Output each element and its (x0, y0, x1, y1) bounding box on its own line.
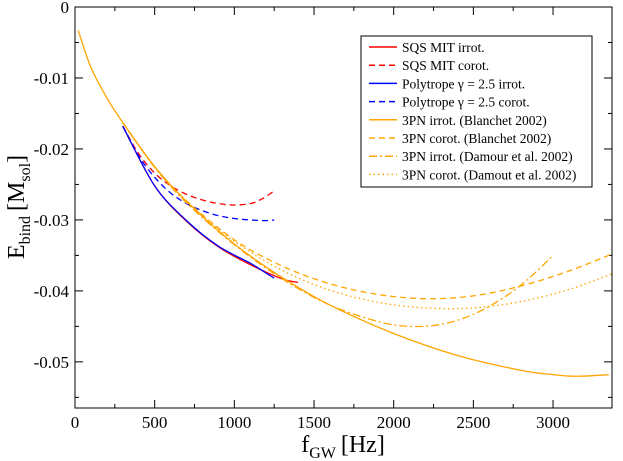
x-tick-label: 3000 (536, 413, 570, 432)
y-tick-label: -0.03 (34, 211, 69, 230)
plot-frame (74, 6, 613, 409)
series-line-0 (122, 125, 299, 284)
x-tick-label: 2500 (456, 413, 490, 432)
y-axis-label-unit-sub: sol (17, 162, 34, 181)
series-line-4 (77, 30, 609, 377)
x-tick-label: 1500 (297, 413, 331, 432)
series-lines (77, 30, 613, 377)
y-tick-label: -0.05 (34, 353, 69, 372)
y-tick-label: -0.04 (34, 282, 70, 301)
y-axis-label: Ebind [Msol] (4, 155, 34, 259)
legend-label: 3PN irrot. (Blanchet 2002) (402, 113, 547, 128)
series-line-2 (122, 125, 275, 279)
legend-label: 3PN irrot. (Damour et al. 2002) (402, 149, 573, 164)
x-tick-label: 2000 (377, 413, 411, 432)
axis-ticks: 0 500 1000 1500 2000 2500 3000 0 -0.01 -0.02 -0.03… (34, 0, 612, 432)
series-line-1 (122, 125, 275, 206)
y-tick-label: -0.02 (34, 140, 69, 159)
legend: SQS MIT irrot. SQS MIT corot. Polytrope γ … (360, 35, 593, 188)
y-tick-label: -0.01 (34, 69, 69, 88)
series-line-3 (122, 125, 275, 222)
series-line-6 (122, 122, 554, 328)
legend-label: Polytrope γ = 2.5 irrot. (402, 76, 525, 91)
legend-label: SQS MIT irrot. (402, 40, 485, 55)
series-line-5 (122, 122, 613, 300)
x-axis-label-main: f (301, 432, 309, 458)
y-tick-label: 0 (61, 0, 70, 17)
legend-label: SQS MIT corot. (402, 58, 489, 73)
legend-label: 3PN corot. (Blanchet 2002) (402, 131, 551, 146)
legend-items: SQS MIT irrot. SQS MIT corot. Polytrope γ … (369, 40, 576, 182)
y-axis-label-unit-open: [M (4, 182, 30, 211)
x-axis-label-sub: GW (309, 445, 337, 461)
y-axis-label-main: E (4, 244, 30, 259)
x-axis-label: fGW [Hz] (301, 432, 385, 461)
series-line-7 (122, 122, 613, 310)
x-tick-label: 0 (71, 413, 80, 432)
x-tick-label: 1000 (217, 413, 251, 432)
legend-box (360, 35, 593, 188)
legend-label: Polytrope γ = 2.5 corot. (402, 95, 530, 110)
x-axis-label-unit: [Hz] (341, 432, 385, 458)
y-axis-label-sub: bind (17, 216, 34, 244)
y-axis-label-unit-close: ] (4, 155, 30, 163)
x-tick-label: 500 (142, 413, 168, 432)
legend-label: 3PN corot. (Damout et al. 2002) (402, 167, 576, 182)
